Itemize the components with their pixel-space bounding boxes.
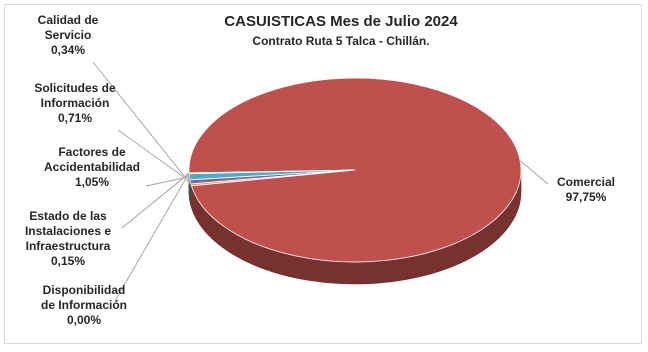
slice-label: Solicitudes de Información 0,71% [34, 81, 116, 125]
chart-area [4, 4, 642, 344]
leader-line [519, 160, 549, 185]
chart-title: CASUISTICAS Mes de Julio 2024 [224, 13, 458, 30]
slice-label: Calidad de Servicio 0,34% [38, 13, 99, 57]
slice-label: Factores de Accidentabilidad 1,05% [44, 145, 140, 189]
slice-label: Comercial 97,75% [557, 175, 615, 204]
pie-slices [188, 77, 522, 285]
leader-lines [92, 61, 549, 302]
leader-line [92, 61, 192, 186]
slice-label: Estado de las Instalaciones e Infraestruct… [25, 209, 111, 268]
chart-subtitle: Contrato Ruta 5 Talca - Chillán. [252, 34, 429, 48]
leader-line [121, 172, 190, 229]
leader-line [117, 129, 191, 183]
pie-slice [188, 77, 522, 263]
slice-labels: Comercial 97,75% Calidad de Servicio 0,34% So… [25, 13, 615, 327]
slice-label: Disponibilidad de Información 0,00% [41, 283, 127, 327]
leader-line [114, 172, 190, 302]
